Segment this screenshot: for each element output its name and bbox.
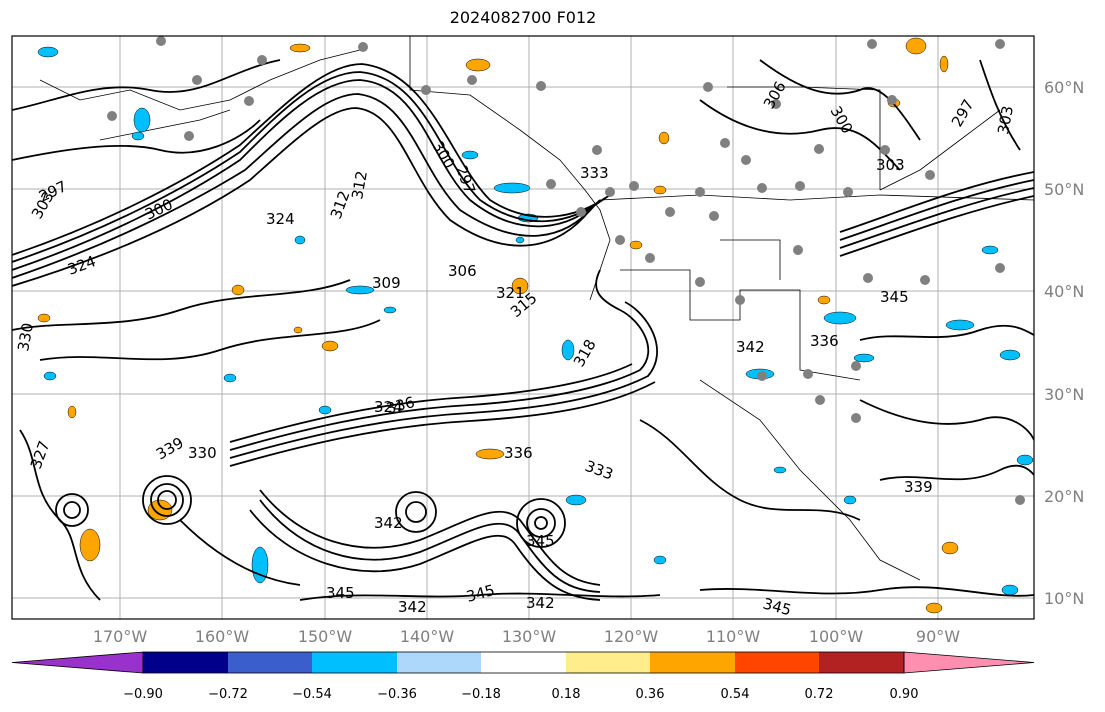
coastlines [39, 36, 1034, 581]
contour-label: 336 [504, 444, 533, 462]
colorbar-tick-label: −0.18 [461, 687, 501, 702]
contour-label: 324 [266, 210, 295, 228]
colorbar-segment [903, 651, 1035, 674]
colorbar [11, 651, 1035, 674]
colorbar-tick-label: −0.54 [292, 687, 332, 702]
colorbar-tick-label: 0.90 [890, 687, 919, 702]
contour-label: 336 [810, 332, 839, 350]
contour-label: 345 [880, 288, 909, 306]
lat-label: 10°N [1044, 589, 1084, 608]
theta-contours [12, 59, 1034, 601]
colorbar-ticks: −0.90 −0.72 −0.54 −0.36 −0.18 0.18 0.36 … [123, 687, 918, 702]
contour-label: 306 [448, 262, 477, 280]
graticule [12, 36, 1034, 619]
lat-label: 60°N [1044, 78, 1084, 97]
lon-label: 120°W [604, 627, 659, 646]
colorbar-segment [819, 652, 904, 673]
colorbar-tick-label: 0.36 [636, 687, 665, 702]
lon-label: 170°W [93, 627, 148, 646]
contour-label: 333 [580, 164, 609, 182]
colorbar-segment [312, 652, 397, 673]
contour-label-group: 297 303 300 324 312 309 306 300 297 321 … [14, 78, 1017, 619]
lon-label: 90°W [916, 627, 960, 646]
contour-label: 330 [14, 321, 37, 352]
lon-label: 160°W [195, 627, 250, 646]
colorbar-segment [481, 652, 566, 673]
contour-label: 345 [526, 532, 555, 550]
colorbar-tick-label: −0.36 [377, 687, 417, 702]
map-title: 2024082700 F012 [449, 8, 597, 27]
contour-label: 342 [736, 338, 765, 356]
colorbar-tick-label: 0.18 [552, 687, 581, 702]
colorbar-segment [735, 652, 819, 673]
contour-label: 342 [526, 594, 555, 612]
map-content: 297 303 300 324 312 309 306 300 297 321 … [12, 36, 1034, 619]
contour-label: 312 [348, 169, 371, 200]
lat-label: 40°N [1044, 282, 1084, 301]
negative-shading [37, 46, 1034, 596]
contour-label: 324 [374, 398, 403, 416]
lon-label: 140°W [400, 627, 455, 646]
contour-label: 342 [374, 514, 403, 532]
station-markers [107, 36, 1025, 505]
contour-label: 330 [188, 444, 217, 462]
lat-label: 50°N [1044, 180, 1084, 199]
latitude-labels: 60°N 50°N 40°N 30°N 20°N 10°N [1044, 78, 1084, 608]
contour-label: 342 [398, 598, 427, 616]
colorbar-segment [11, 651, 144, 674]
colorbar-tick-label: −0.90 [123, 687, 163, 702]
contour-label: 303 [994, 104, 1017, 135]
contour-label: 321 [496, 284, 525, 302]
colorbar-segment [143, 652, 228, 673]
colorbar-segment [566, 652, 650, 673]
colorbar-segment [228, 652, 312, 673]
lon-label: 150°W [298, 627, 353, 646]
longitude-labels: 170°W 160°W 150°W 140°W 130°W 120°W 110°… [93, 627, 960, 646]
contour-label: 303 [876, 156, 905, 174]
lon-label: 110°W [706, 627, 761, 646]
lat-label: 30°N [1044, 385, 1084, 404]
lat-label: 20°N [1044, 487, 1084, 506]
colorbar-tick-label: −0.72 [208, 687, 248, 702]
map-background [12, 36, 1034, 619]
contour-label: 309 [372, 274, 401, 292]
contour-label: 339 [904, 478, 933, 496]
colorbar-segment [397, 652, 481, 673]
lon-label: 130°W [502, 627, 557, 646]
map-frame [11, 35, 1035, 620]
contour-label: 345 [326, 584, 355, 602]
colorbar-segment [650, 652, 735, 673]
colorbar-tick-label: 0.54 [721, 687, 750, 702]
lon-label: 100°W [809, 627, 864, 646]
colorbar-tick-label: 0.72 [805, 687, 834, 702]
colorbar-border [142, 651, 905, 674]
